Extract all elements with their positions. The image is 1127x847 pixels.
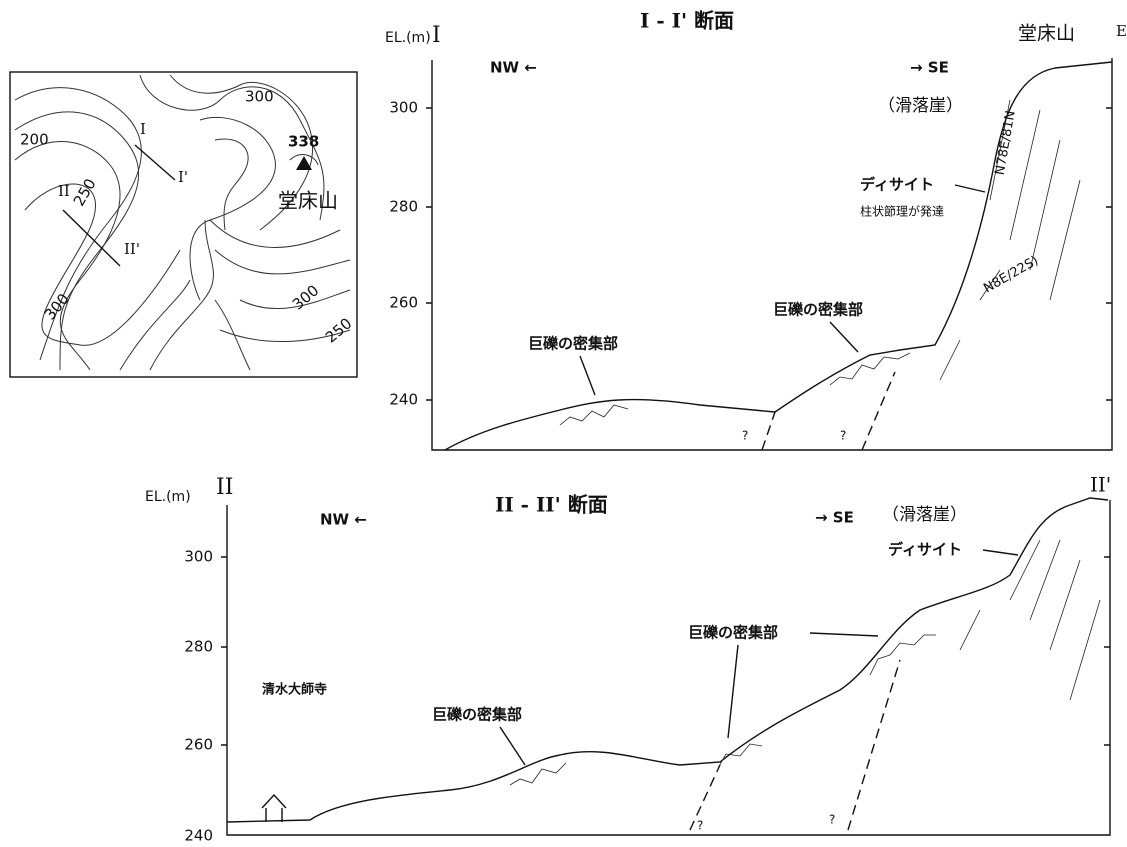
contour-label: 300 xyxy=(289,281,323,313)
fault-mark: ? xyxy=(840,429,846,443)
fault-mark: ? xyxy=(697,819,703,833)
elevation-tick-label: 300 xyxy=(184,548,213,566)
axis-label: EL.(m) xyxy=(385,30,431,46)
section-end: E xyxy=(1116,22,1127,40)
elevation-tick-label: 280 xyxy=(184,638,213,656)
peak-name: 堂床山 xyxy=(278,189,338,213)
scarp-label: （滑落崖） xyxy=(882,505,967,525)
section-title: II - II' 断面 xyxy=(495,493,608,517)
elevation-tick-label: 260 xyxy=(389,294,418,312)
contours xyxy=(15,75,350,370)
section-1: EL.(m) I I - I' 断面 堂床山 E NW ← → SE （滑落崖）… xyxy=(385,9,1127,451)
rock-label: ディサイト xyxy=(860,176,934,194)
page: 300 200 338 堂床山 250 300 300 250 I I' II … xyxy=(0,0,1127,847)
direction-label: → SE xyxy=(910,59,949,77)
section-end: II' xyxy=(1090,473,1111,497)
section-line-1 xyxy=(135,145,175,180)
fault-mark: ? xyxy=(829,813,835,827)
scarp-label: （滑落崖） xyxy=(878,96,963,116)
contour-label: 300 xyxy=(245,88,274,106)
arrow xyxy=(983,550,1018,555)
section-title: I - I' 断面 xyxy=(640,9,734,33)
joint-lines xyxy=(960,540,1100,700)
contour-label: 300 xyxy=(41,290,73,324)
fault-lines xyxy=(690,660,900,830)
elevation-tick-label: 280 xyxy=(389,198,418,216)
peak-symbol xyxy=(296,156,312,170)
section-start: I xyxy=(432,23,441,48)
tick-marks xyxy=(221,557,1110,745)
axis-label: EL.(m) xyxy=(145,489,191,505)
temple-label: 清水大師寺 xyxy=(262,682,327,698)
arrow xyxy=(728,633,878,738)
section-end-label: II xyxy=(58,182,70,200)
map: 300 200 338 堂床山 250 300 300 250 I I' II … xyxy=(10,72,357,377)
strike-label: N8E/22S) xyxy=(981,253,1041,296)
peak-elevation: 338 xyxy=(288,133,319,151)
arrow xyxy=(955,185,985,192)
section-end-label: I' xyxy=(178,168,188,186)
arrow xyxy=(500,727,525,765)
elevation-tick-label: 260 xyxy=(184,736,213,754)
boulders xyxy=(510,635,936,785)
arrow xyxy=(580,356,595,395)
boulder-label: 巨礫の密集部 xyxy=(432,706,522,724)
temple-symbol xyxy=(262,795,286,822)
elevation-tick-label: 240 xyxy=(389,391,418,409)
section-2: EL.(m) II II - II' 断面 II' NW ← → SE （滑落崖… xyxy=(145,473,1111,845)
boulders xyxy=(560,353,910,425)
boulder-label: 巨礫の密集部 xyxy=(528,335,618,353)
section-frame xyxy=(227,500,1110,835)
contour-label: 250 xyxy=(322,314,356,346)
contour-label: 200 xyxy=(20,131,49,149)
section-end-label: II' xyxy=(124,240,140,258)
elevation-tick-label: 240 xyxy=(184,827,213,845)
boulder-label: 巨礫の密集部 xyxy=(688,624,778,642)
ground-profile xyxy=(227,498,1108,822)
peak-name: 堂床山 xyxy=(1018,23,1075,45)
section-end-label: I xyxy=(140,120,146,138)
strike-label: N78E/81N xyxy=(993,110,1019,177)
arrow xyxy=(830,322,858,352)
rock-note: 柱状節理が発達 xyxy=(860,204,944,219)
fault-mark: ? xyxy=(742,429,748,443)
direction-label: NW ← xyxy=(490,59,537,77)
section-start: II xyxy=(216,475,233,500)
fault-lines xyxy=(762,372,895,450)
direction-label: NW ← xyxy=(320,511,367,529)
elevation-tick-label: 300 xyxy=(389,99,418,117)
direction-label: → SE xyxy=(815,509,854,527)
boulder-label: 巨礫の密集部 xyxy=(773,301,863,319)
rock-label: ディサイト xyxy=(888,541,962,559)
